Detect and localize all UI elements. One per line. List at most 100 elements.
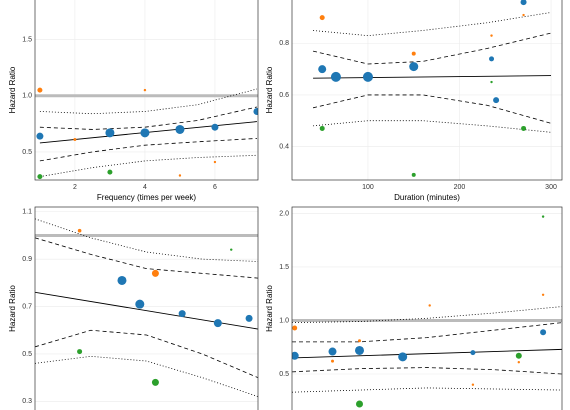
study-point — [409, 62, 419, 72]
plot-area — [35, 211, 258, 402]
study-point — [253, 107, 258, 115]
study-point — [358, 339, 361, 343]
y-tick-label: 0.9 — [22, 256, 32, 263]
y-tick-label: 1.1 — [22, 209, 32, 216]
panel-border — [291, 0, 563, 181]
study-point — [428, 304, 431, 307]
study-point — [107, 169, 113, 175]
study-point — [318, 65, 327, 74]
y-tick-label: 0.5 — [22, 351, 32, 358]
study-point — [489, 56, 495, 62]
plot-area — [292, 0, 562, 180]
fit-line — [35, 329, 258, 379]
plot-area — [292, 213, 562, 408]
y-tick-label: 2.0 — [279, 210, 289, 217]
study-point — [178, 174, 182, 177]
study-point — [143, 88, 147, 92]
y-tick-label: 0.5 — [22, 149, 32, 156]
study-point — [178, 310, 186, 318]
study-point — [470, 350, 476, 356]
study-point — [105, 128, 115, 138]
study-point — [135, 299, 145, 309]
study-point — [362, 71, 373, 82]
y-axis-label: Hazard Ratio — [265, 285, 274, 332]
fit-line — [292, 306, 562, 324]
fit-line — [35, 355, 258, 397]
study-point — [37, 87, 43, 93]
y-tick-label: 0.5 — [279, 371, 289, 378]
study-point — [211, 123, 219, 131]
study-point — [37, 174, 43, 180]
study-point — [175, 124, 185, 134]
y-axis-label: Hazard Ratio — [265, 66, 274, 113]
y-tick-label: 0.7 — [22, 303, 32, 310]
study-point — [490, 34, 493, 37]
y-axis-label: Hazard Ratio — [8, 285, 17, 332]
study-point — [319, 15, 325, 21]
y-tick-label: 0.4 — [279, 143, 289, 150]
study-point — [73, 138, 77, 142]
study-point — [515, 352, 522, 359]
study-point — [319, 125, 325, 131]
y-axis-label: Hazard Ratio — [8, 66, 17, 113]
fit-line — [39, 106, 258, 130]
study-point — [522, 13, 525, 17]
y-tick-label: 1.5 — [279, 264, 289, 271]
study-point — [490, 80, 493, 84]
study-point — [140, 128, 150, 138]
study-point — [77, 349, 83, 355]
study-point — [471, 383, 475, 386]
study-point — [213, 319, 222, 328]
fit-line — [312, 94, 552, 124]
y-tick-label: 1.5 — [22, 36, 32, 43]
x-tick-label: 2 — [73, 184, 77, 191]
fit-line — [292, 322, 562, 343]
fit-line — [312, 32, 552, 65]
panel-border — [34, 206, 259, 410]
study-point — [151, 378, 159, 386]
study-point — [355, 345, 364, 355]
study-point — [331, 359, 334, 363]
x-tick-label: 300 — [545, 184, 557, 191]
study-point — [230, 248, 233, 251]
fit-line — [292, 387, 562, 393]
fit-line — [35, 237, 258, 279]
fit-line — [313, 75, 552, 79]
x-axis-label: Frequency (times per week) — [97, 193, 196, 202]
study-point — [517, 361, 520, 364]
study-point — [245, 314, 253, 322]
study-point — [520, 0, 527, 6]
panel-background — [292, 0, 562, 180]
panel-border — [291, 206, 563, 410]
study-point — [411, 172, 416, 177]
study-point — [213, 160, 217, 164]
study-point — [541, 215, 545, 218]
study-point — [541, 293, 545, 296]
x-axis-label: Duration (minutes) — [394, 193, 460, 202]
study-point — [540, 329, 547, 336]
study-point — [292, 351, 299, 360]
panel-background — [35, 207, 258, 410]
panel-border — [34, 0, 259, 181]
study-point — [151, 269, 159, 277]
fit-line — [39, 88, 258, 115]
study-point — [36, 132, 44, 140]
x-tick-label: 100 — [362, 184, 374, 191]
fit-line — [292, 348, 562, 359]
panel-background — [35, 0, 258, 180]
fit-line — [35, 218, 258, 262]
x-tick-label: 200 — [454, 184, 466, 191]
fit-line — [39, 138, 257, 162]
fit-line — [313, 120, 552, 133]
study-point — [521, 125, 527, 131]
fit-line — [292, 367, 562, 375]
study-point — [292, 325, 298, 331]
study-point — [356, 400, 363, 408]
study-point — [330, 71, 341, 82]
y-tick-label: 1.0 — [22, 93, 32, 100]
fit-line — [313, 12, 552, 37]
y-tick-label: 0.6 — [279, 92, 289, 99]
study-point — [328, 347, 337, 356]
study-point — [411, 51, 416, 56]
